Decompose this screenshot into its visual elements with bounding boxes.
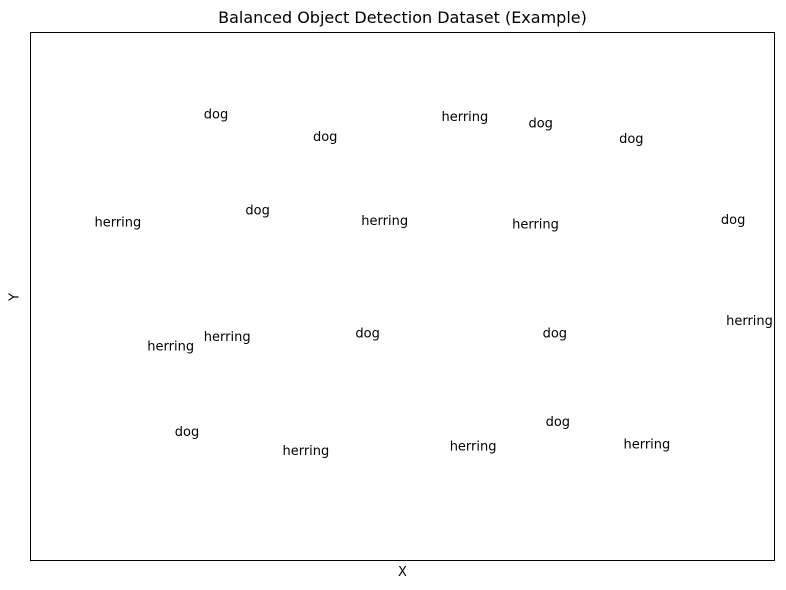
plot-area bbox=[30, 32, 775, 561]
chart-title: Balanced Object Detection Dataset (Examp… bbox=[218, 8, 587, 27]
x-axis-label: X bbox=[398, 565, 407, 580]
y-axis-label: Y bbox=[7, 293, 23, 301]
